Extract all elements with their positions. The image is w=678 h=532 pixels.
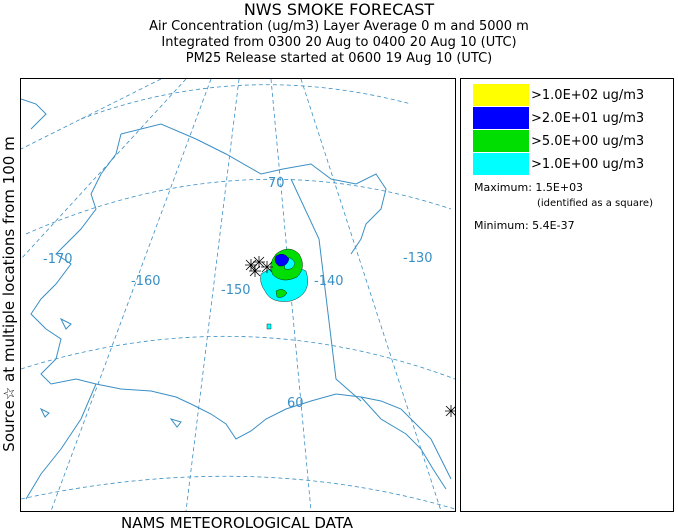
legend-item-1: >1.0E+02 ug/m3: [473, 84, 644, 106]
aleutian-chain: [25, 383, 97, 500]
south-coast: [95, 383, 452, 480]
source-markers: [245, 256, 455, 417]
contour-blue-core: [274, 253, 290, 267]
latitude-line-50: [21, 475, 455, 510]
maximum-value: Maximum: 1.5E+03: [474, 181, 584, 194]
legend-panel: >1.0E+02 ug/m3 >2.0E+01 ug/m3 >5.0E+00 u…: [460, 78, 674, 512]
legend-label: >5.0E+00 ug/m3: [531, 133, 645, 149]
source-star-1: [245, 259, 257, 271]
source-star-2: [253, 256, 265, 268]
latitude-line-60: [21, 335, 455, 380]
legend-swatch-cyan: [473, 153, 529, 175]
lon-label-170: -170: [43, 252, 73, 267]
lon-label-150: -150: [221, 283, 251, 298]
legend-item-4: >1.0E+00 ug/m3: [473, 153, 644, 175]
source-star-4: [249, 265, 261, 277]
lon-label-160: -160: [131, 274, 161, 289]
legend-label: >1.0E+00 ug/m3: [531, 156, 645, 172]
legend-item-3: >5.0E+00 ug/m3: [473, 130, 644, 152]
contour-green-south: [275, 289, 288, 298]
legend-item-2: >2.0E+01 ug/m3: [473, 107, 644, 129]
subtitle-line-3: PM25 Release started at 0600 19 Aug 10 (…: [185, 51, 493, 66]
map-panel: -170 -160 -150 -140 -130 70 60: [20, 78, 456, 512]
border-line: [290, 178, 362, 402]
subtitle-line-2: Integrated from 0300 20 Aug to 0400 20 A…: [161, 35, 517, 50]
subtitle-line-1: Air Concentration (ug/m3) Layer Average …: [149, 19, 529, 34]
map-svg: -170 -160 -150 -140 -130 70 60: [21, 79, 455, 511]
north-coast: [120, 123, 387, 255]
legend-swatch-yellow: [473, 84, 529, 106]
contour-cyan-spot: [266, 323, 272, 330]
longitude-line-180: [21, 79, 162, 150]
source-star-3: [261, 261, 273, 273]
source-side-label: Source☆ at multiple locations from 100 m: [0, 136, 18, 452]
longitude-line-170: [21, 79, 187, 260]
graticule-labels: -170 -160 -150 -140 -130 70 60: [43, 176, 433, 411]
west-coast: [30, 133, 122, 385]
chukotka-coast: [21, 98, 47, 130]
lat-label-60: 60: [287, 396, 304, 411]
longitude-line-130: [300, 79, 442, 511]
lon-label-130: -130: [403, 251, 433, 266]
source-star-5: [445, 405, 455, 417]
maximum-note: (identified as a square): [537, 198, 653, 209]
legend-label: >2.0E+01 ug/m3: [531, 110, 645, 126]
page-title: NWS SMOKE FORECAST: [243, 0, 435, 19]
footer-label: NAMS METEOROLOGICAL DATA: [121, 514, 353, 532]
smoke-plume: [260, 248, 308, 330]
lon-label-140: -140: [314, 274, 344, 289]
header: NWS SMOKE FORECAST Air Concentration (ug…: [0, 0, 678, 67]
graticule: [21, 79, 455, 511]
lat-label-70: 70: [268, 176, 285, 191]
coastline: [21, 98, 452, 500]
latitude-line-80: [80, 84, 412, 120]
longitude-line-160: [50, 79, 212, 511]
latitude-line-70: [25, 178, 452, 235]
legend-label: >1.0E+02 ug/m3: [531, 87, 645, 103]
legend-swatch-blue: [473, 107, 529, 129]
panhandle-coast: [360, 396, 447, 490]
longitude-line-150: [185, 79, 240, 511]
minimum-value: Minimum: 5.4E-37: [474, 219, 575, 232]
islands: [39, 317, 182, 428]
longitude-line-140: [270, 79, 312, 511]
legend-swatch-green: [473, 130, 529, 152]
